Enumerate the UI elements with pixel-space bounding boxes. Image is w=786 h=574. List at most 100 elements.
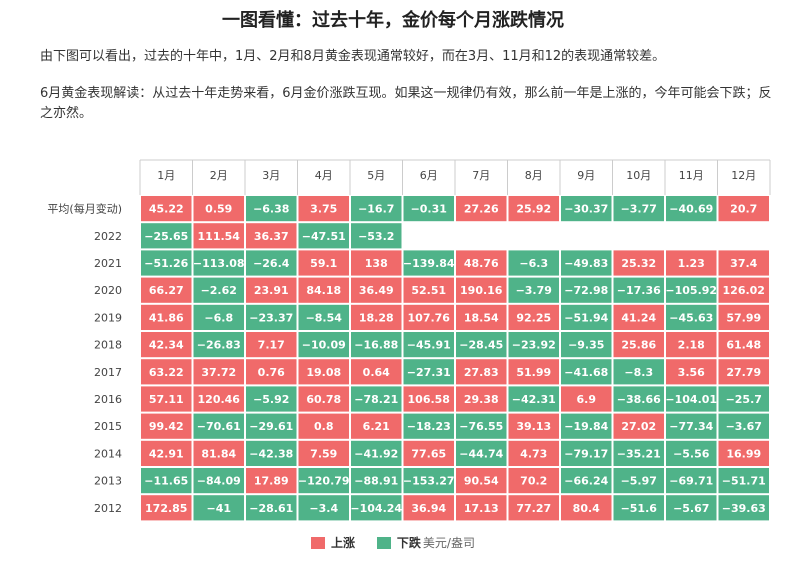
cell-value-label: −3.67 xyxy=(726,420,762,433)
heatmap-cell xyxy=(298,468,349,494)
row-label: 2020 xyxy=(94,284,122,297)
heatmap-cell xyxy=(246,413,297,439)
intro-paragraph: 由下图可以看出，过去的十年中，1月、2月和8月黄金表现通常较好，而在3月、11月… xyxy=(40,49,666,64)
cell-value-label: −3.4 xyxy=(309,502,338,515)
heatmap-cell xyxy=(141,495,192,521)
heatmap-cell xyxy=(193,304,244,330)
heatmap-cell xyxy=(456,386,507,412)
heatmap-cell xyxy=(561,468,612,494)
cell-value-label: −88.91 xyxy=(354,475,398,488)
cell-value-label: −25.65 xyxy=(144,230,188,243)
cell-value-label: 138 xyxy=(365,257,388,270)
cell-value-label: −66.24 xyxy=(564,475,608,488)
heatmap-cell xyxy=(246,440,297,466)
heatmap-cell xyxy=(508,386,559,412)
column-label: 4月 xyxy=(315,169,333,182)
heatmap-cell xyxy=(403,413,454,439)
cell-value-label: −8.54 xyxy=(306,311,343,324)
cell-value-label: −49.83 xyxy=(564,257,608,270)
heatmap-cell xyxy=(351,440,402,466)
heatmap-cell xyxy=(246,304,297,330)
cell-value-label: −3.79 xyxy=(516,284,552,297)
cell-value-label: −51.71 xyxy=(722,475,766,488)
page-title: 一图看懂：过去十年，金价每个月涨跌情况 xyxy=(222,10,564,31)
cell-value-label: −30.37 xyxy=(564,203,608,216)
cell-value-label: 51.99 xyxy=(516,366,551,379)
heatmap-cell xyxy=(351,495,402,521)
heatmap-cell xyxy=(351,359,402,385)
heatmap-cell xyxy=(298,386,349,412)
cell-value-label: −26.4 xyxy=(253,257,290,270)
heatmap-cell xyxy=(298,277,349,303)
heatmap-cell xyxy=(141,440,192,466)
cell-value-label: −28.45 xyxy=(459,339,503,352)
cell-value-label: −53.2 xyxy=(358,230,394,243)
row-label: 平均(每月变动) xyxy=(47,202,122,216)
cell-value-label: −25.7 xyxy=(726,393,762,406)
cell-value-label: −78.21 xyxy=(354,393,398,406)
heatmap-cell xyxy=(718,413,769,439)
heatmap-cell xyxy=(403,495,454,521)
heatmap-cell xyxy=(351,386,402,412)
heatmap-cell xyxy=(193,413,244,439)
heatmap-cell xyxy=(298,440,349,466)
heatmap-cell xyxy=(456,196,507,222)
heatmap-cell xyxy=(246,332,297,358)
cell-value-label: −8.3 xyxy=(624,366,653,379)
heatmap-cell xyxy=(456,413,507,439)
cell-value-label: 63.22 xyxy=(149,366,184,379)
heatmap-cell xyxy=(298,223,349,249)
heatmap-cell xyxy=(666,440,717,466)
column-label: 10月 xyxy=(626,169,651,182)
cell-value-label: −40.69 xyxy=(669,203,713,216)
heatmap-cell xyxy=(193,250,244,276)
cell-value-label: 0.76 xyxy=(258,366,285,379)
cell-value-label: 0.59 xyxy=(205,203,232,216)
heatmap-cell xyxy=(613,250,664,276)
cell-value-label: 106.58 xyxy=(408,393,450,406)
heatmap-cell xyxy=(508,250,559,276)
cell-value-label: 37.4 xyxy=(730,257,757,270)
heatmap-cell xyxy=(403,386,454,412)
legend-unit: 美元/盎司 xyxy=(422,536,475,550)
cell-value-label: 36.49 xyxy=(359,284,394,297)
heatmap-cell xyxy=(141,304,192,330)
heatmap-cell xyxy=(298,413,349,439)
cell-value-label: 18.54 xyxy=(464,311,499,324)
heatmap-cell xyxy=(141,359,192,385)
row-label: 2019 xyxy=(94,311,122,324)
heatmap-cell xyxy=(298,250,349,276)
cell-value-label: 172.85 xyxy=(145,502,187,515)
cell-value-label: 77.65 xyxy=(411,447,446,460)
cell-value-label: 80.4 xyxy=(573,502,600,515)
heatmap-cell xyxy=(718,440,769,466)
heatmap-cell xyxy=(193,495,244,521)
cell-value-label: −0.31 xyxy=(411,203,447,216)
heatmap-cell xyxy=(718,386,769,412)
cell-value-label: 36.94 xyxy=(411,502,446,515)
heatmap-cell xyxy=(403,250,454,276)
heatmap-cell xyxy=(351,304,402,330)
legend: 上涨 下跌 美元/盎司 xyxy=(0,534,786,552)
cell-value-label: 59.1 xyxy=(310,257,337,270)
heatmap-cell xyxy=(456,250,507,276)
heatmap-cell xyxy=(613,277,664,303)
heatmap-cell xyxy=(666,359,717,385)
cell-value-label: 4.73 xyxy=(520,447,547,460)
cell-value-label: 70.2 xyxy=(520,475,547,488)
cell-value-label: −35.21 xyxy=(617,447,661,460)
heatmap-cell xyxy=(613,495,664,521)
cell-value-label: −5.56 xyxy=(673,447,710,460)
cell-value-label: −76.55 xyxy=(459,420,503,433)
heatmap-cell xyxy=(351,468,402,494)
heatmap-cell xyxy=(351,332,402,358)
cell-value-label: 29.38 xyxy=(464,393,499,406)
heatmap-cell xyxy=(508,332,559,358)
cell-value-label: −27.31 xyxy=(407,366,451,379)
cell-value-label: 39.13 xyxy=(516,420,551,433)
cell-value-label: −18.23 xyxy=(407,420,451,433)
heatmap-cell xyxy=(613,413,664,439)
heatmap-cell xyxy=(613,196,664,222)
column-label: 8月 xyxy=(525,169,543,182)
heatmap-cell xyxy=(141,277,192,303)
